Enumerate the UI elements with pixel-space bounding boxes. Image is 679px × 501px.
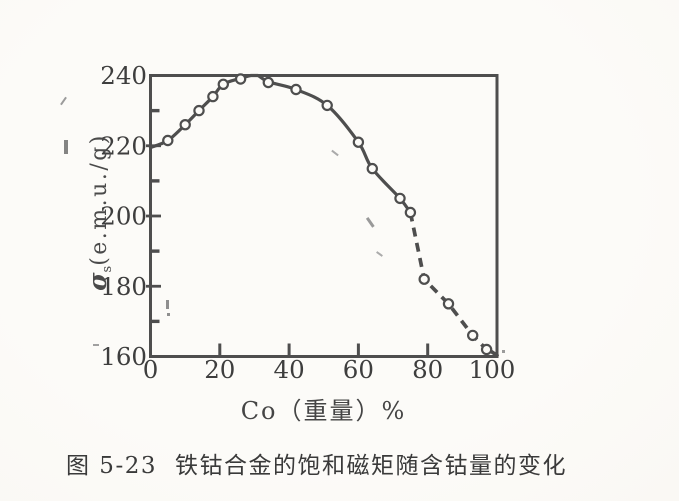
figure-number: 图 5-23: [66, 453, 157, 479]
data-point-marker: [480, 343, 493, 356]
y-tick-label: 160: [100, 342, 147, 371]
x-tick-label: 80: [412, 355, 443, 384]
data-point-marker: [207, 90, 219, 103]
data-point-marker: [290, 83, 302, 96]
data-point-marker: [404, 206, 417, 219]
y-tick-label: 200: [100, 202, 147, 231]
figure-title: 铁钴合金的饱和磁矩随含钴量的变化: [174, 453, 567, 479]
y-tick-label: 180: [100, 272, 147, 301]
data-point-marker: [217, 78, 229, 91]
y-axis-units: (e.m.u./g): [86, 133, 112, 266]
data-point-marker: [162, 134, 174, 147]
data-point-marker: [262, 76, 274, 89]
y-axis-label: σs(e.m.u./g): [83, 133, 115, 291]
curve-solid-segment: [148, 73, 412, 215]
data-point-marker: [193, 104, 205, 117]
data-point-marker: [418, 273, 430, 285]
y-tick-label: 220: [100, 131, 147, 160]
x-tick-label: 60: [343, 355, 374, 384]
fe-co-saturation-chart: 0 20 40 60 80 100 160 180 200 220 240: [100, 61, 516, 384]
data-point-marker: [366, 162, 378, 175]
x-axis-label: Co（重量）%: [240, 397, 407, 425]
data-point-marker: [394, 192, 406, 205]
data-point-marker: [352, 136, 365, 148]
y-tick-label: 240: [100, 61, 147, 90]
x-tick-label: 40: [274, 355, 305, 384]
data-point-marker: [179, 118, 191, 131]
data-point-marker: [234, 73, 247, 85]
x-tick-label: 100: [469, 355, 516, 384]
data-point-marker: [467, 329, 479, 342]
x-tick-label: 0: [143, 355, 159, 384]
x-tick-label: 20: [204, 355, 235, 384]
figure-caption: 图 5-23 铁钴合金的饱和磁矩随含钴量的变化: [66, 446, 567, 480]
sigma-subscript: s: [100, 265, 116, 273]
plot-border: [149, 74, 499, 358]
sigma-symbol: σ: [82, 272, 112, 291]
data-point-marker: [321, 99, 333, 112]
data-point-marker: [442, 298, 455, 310]
